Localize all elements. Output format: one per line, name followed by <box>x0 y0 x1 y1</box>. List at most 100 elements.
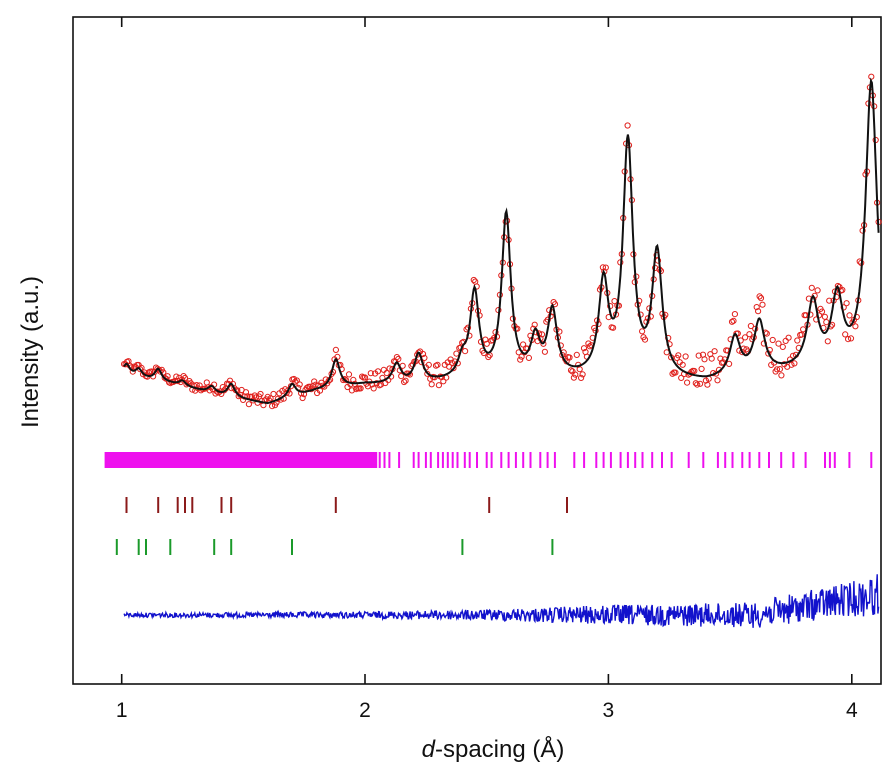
observed-point <box>361 374 369 381</box>
observed-point <box>824 338 831 345</box>
observed-point <box>821 313 829 320</box>
observed-point <box>823 319 830 326</box>
difference-profile-line <box>123 574 880 628</box>
observed-point <box>639 328 646 335</box>
observed-point <box>785 334 792 341</box>
observed-point <box>682 353 689 360</box>
observed-point <box>520 341 527 348</box>
observed-points <box>121 73 882 410</box>
observed-point <box>778 372 785 379</box>
observed-point <box>566 354 573 361</box>
observed-point <box>347 381 354 388</box>
observed-point <box>773 366 781 373</box>
observed-point <box>742 334 749 341</box>
observed-point <box>428 381 435 388</box>
observed-point <box>538 331 546 338</box>
observed-point <box>264 393 271 400</box>
x-axis-ticks <box>120 17 853 684</box>
observed-point <box>270 390 277 398</box>
observed-point <box>424 370 431 377</box>
observed-point <box>845 336 852 343</box>
calculated-profile-line <box>123 77 880 405</box>
observed-point <box>731 311 739 318</box>
observed-point <box>755 308 762 315</box>
observed-point <box>401 378 408 386</box>
observed-point <box>782 337 789 344</box>
observed-point <box>341 376 348 383</box>
observed-point <box>726 360 733 367</box>
observed-point <box>398 373 405 380</box>
observed-point <box>695 352 702 359</box>
phase1-dense-reflection-block <box>104 452 378 468</box>
observed-point <box>311 378 318 385</box>
observed-point <box>624 122 631 129</box>
phase3-reflection-ticks <box>115 539 554 555</box>
phase2-reflection-ticks <box>125 497 568 513</box>
observed-point <box>541 348 549 355</box>
observed-point <box>746 331 753 338</box>
observed-point <box>641 336 649 343</box>
observed-point <box>402 377 409 384</box>
observed-point <box>791 360 798 367</box>
observed-point <box>285 387 292 394</box>
observed-point <box>483 340 490 347</box>
observed-point <box>462 348 469 355</box>
observed-point <box>517 356 524 363</box>
phase1-reflection-ticks <box>104 452 873 468</box>
observed-point <box>672 369 679 376</box>
observed-point <box>370 385 377 392</box>
x-axis-tick-label: 4 <box>846 699 858 722</box>
observed-point <box>540 340 547 347</box>
observed-point <box>842 331 849 338</box>
observed-point <box>711 348 718 355</box>
observed-point <box>296 381 303 388</box>
observed-point <box>348 387 355 394</box>
observed-point <box>679 361 686 368</box>
observed-point <box>602 264 609 271</box>
observed-point <box>807 311 814 318</box>
observed-point <box>164 373 171 380</box>
observed-point <box>859 227 866 234</box>
observed-point <box>691 367 698 375</box>
observed-point <box>525 354 533 361</box>
observed-point <box>292 378 299 385</box>
observed-point <box>257 390 264 398</box>
x-axis-tick-labels: 1 2 3 4 <box>116 699 858 722</box>
observed-point <box>739 349 746 356</box>
observed-point <box>267 395 274 402</box>
observed-point <box>374 368 382 375</box>
observed-point <box>800 326 807 333</box>
observed-point <box>697 380 704 387</box>
observed-point <box>826 297 833 304</box>
observed-point <box>567 367 575 374</box>
observed-point <box>669 370 676 377</box>
observed-point <box>450 365 457 372</box>
plot-frame <box>72 16 882 685</box>
observed-point <box>435 382 442 389</box>
observed-point <box>868 73 875 80</box>
observed-point <box>769 336 776 344</box>
observed-point <box>788 361 795 368</box>
observed-point <box>380 366 387 373</box>
observed-point <box>440 378 447 385</box>
observed-point <box>599 264 607 271</box>
observed-point <box>386 365 393 372</box>
observed-point <box>779 343 786 350</box>
observed-point <box>794 337 801 344</box>
observed-point <box>694 381 701 388</box>
observed-point <box>253 394 260 401</box>
observed-point <box>293 377 300 384</box>
observed-point <box>730 317 737 324</box>
observed-point <box>434 361 441 368</box>
observed-point <box>692 380 699 387</box>
observed-point <box>763 330 770 337</box>
observed-point <box>708 355 715 362</box>
observed-point <box>843 300 850 307</box>
observed-point <box>345 371 353 378</box>
observed-point <box>579 371 586 378</box>
observed-point <box>312 381 319 388</box>
observed-point <box>569 368 576 375</box>
observed-point <box>717 355 724 362</box>
observed-point <box>332 346 339 353</box>
observed-point <box>714 377 721 384</box>
